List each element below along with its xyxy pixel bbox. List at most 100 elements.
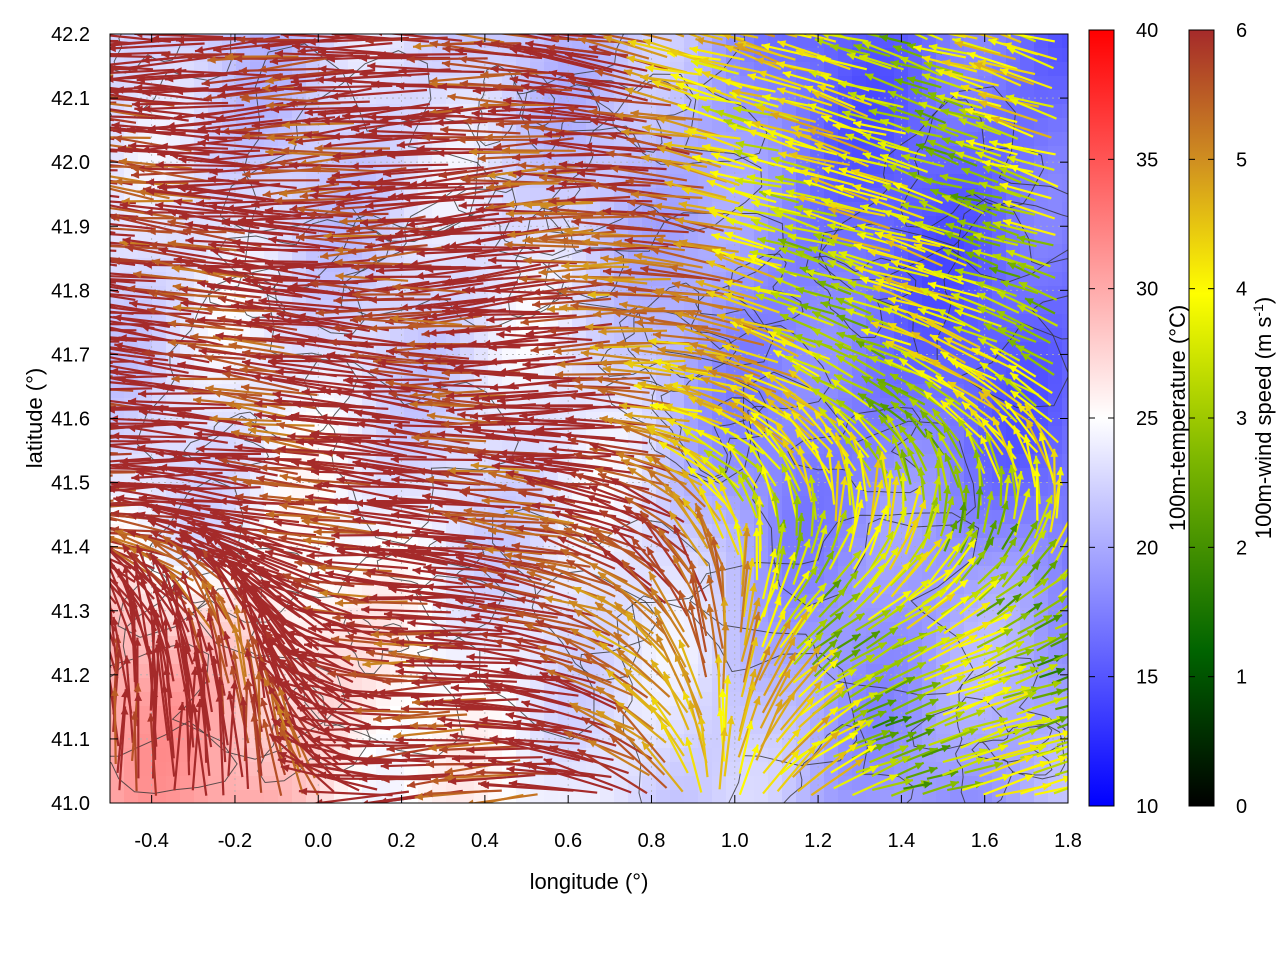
temperature-cell (1062, 454, 1068, 469)
temperature-cell (516, 748, 531, 763)
temperature-cell (964, 790, 979, 803)
temperature-cell (180, 776, 195, 791)
temperature-cell (1062, 370, 1068, 385)
temperature-cell (1048, 188, 1063, 203)
temperature-cell (936, 258, 951, 273)
wind-vector-head (492, 24, 501, 32)
wind-vector-shaft (326, 180, 411, 185)
temperature-cell (138, 692, 153, 707)
temperature-cell (516, 538, 531, 553)
temperature-cell (124, 776, 139, 791)
temperature-cell (1062, 468, 1068, 483)
temperature-cell (1048, 48, 1063, 63)
wind-vector-head (81, 112, 89, 120)
temperature-cell (558, 734, 573, 749)
temperature-cell (1048, 90, 1063, 105)
temperature-cell (530, 188, 545, 203)
temperature-cell (698, 230, 713, 245)
wind-vector-head (29, 124, 38, 132)
temperature-cell (768, 482, 783, 497)
wind-vector-head (25, 183, 34, 191)
wind-vector-head (41, 74, 49, 82)
temperature-cell (152, 272, 167, 287)
temperature-cell (558, 272, 573, 287)
temperature-cell (418, 188, 433, 203)
temperature-cell (1062, 132, 1068, 147)
temperature-cell (194, 762, 209, 777)
temperature-cell (432, 34, 447, 49)
temperature-cell (180, 76, 195, 91)
temperature-cell (138, 678, 153, 693)
temperature-cell (726, 566, 741, 581)
temperature-cell (726, 636, 741, 651)
temperature-cell (110, 776, 125, 791)
temperature-cell (726, 160, 741, 175)
temperature-cell (138, 776, 153, 791)
temperature-cell (404, 76, 419, 91)
temperature-cell (166, 776, 181, 791)
temperature-cell (1048, 216, 1063, 231)
temperature-cell (600, 76, 615, 91)
temperature-cell (390, 118, 405, 133)
wind-vector-head (100, 61, 108, 69)
temperature-cell (250, 482, 265, 497)
wind-vector-head (965, 19, 974, 26)
temperature-cell (166, 230, 181, 245)
temperature-cell (698, 790, 713, 803)
wind-vector-head (33, 36, 41, 44)
temperature-cell (1048, 272, 1063, 287)
temperature-cell (376, 300, 391, 315)
temperature-cell (278, 776, 293, 791)
temperature-cell (110, 384, 125, 399)
wind-vector-shaft (501, 149, 576, 152)
temperature-cell (964, 468, 979, 483)
temperature-cell (670, 188, 685, 203)
wind-vector-head (72, 51, 80, 59)
temperature-cell (1062, 146, 1068, 161)
temperature-cell (614, 790, 629, 803)
wind-vector-head (63, 60, 71, 68)
temperature-cell (642, 412, 657, 427)
temperature-cell (180, 790, 195, 803)
wind-vector-shaft (398, 69, 485, 74)
temperature-cell (1006, 552, 1021, 567)
wind-vector-head (29, 109, 38, 117)
temperature-cell (236, 762, 251, 777)
temperature-cell (726, 608, 741, 623)
wind-vector-shaft (348, 106, 449, 110)
temperature-cell (432, 440, 447, 455)
wind-vector-head (101, 95, 109, 103)
temperature-cell (1062, 650, 1068, 665)
temperature-cell (726, 552, 741, 567)
wind-vector-shaft (468, 150, 540, 154)
wind-vector-head (940, 21, 949, 29)
temperature-cell (572, 118, 587, 133)
temperature-cell (320, 202, 335, 217)
temperature-cell (166, 790, 181, 803)
temperature-cell (936, 34, 951, 49)
wind-vector-head (500, 13, 509, 21)
temperature-cell (1062, 258, 1068, 273)
temperature-cell (698, 174, 713, 189)
temperature-cell (642, 748, 657, 763)
temperature-cell (418, 202, 433, 217)
wind-vector-shaft (110, 118, 115, 122)
temperature-cell (670, 34, 685, 49)
temperature-cell (1062, 48, 1068, 63)
temperature-cell (292, 384, 307, 399)
temperature-cell (768, 314, 783, 329)
wind-vector-head (87, 122, 96, 130)
temperature-cell (1062, 440, 1068, 455)
temperature-cell (1062, 496, 1068, 511)
temperature-cell (166, 328, 181, 343)
wind-vector-head (911, 24, 920, 32)
temperature-cell (656, 552, 671, 567)
temperature-cell (516, 188, 531, 203)
temperature-cell (390, 34, 405, 49)
wind-vector-shaft (131, 101, 229, 106)
wind-vector-shaft (406, 57, 488, 61)
temperature-cell (698, 118, 713, 133)
temperature-cell (1062, 174, 1068, 189)
temperature-cell (1062, 790, 1068, 803)
temperature-cell (1062, 188, 1068, 203)
